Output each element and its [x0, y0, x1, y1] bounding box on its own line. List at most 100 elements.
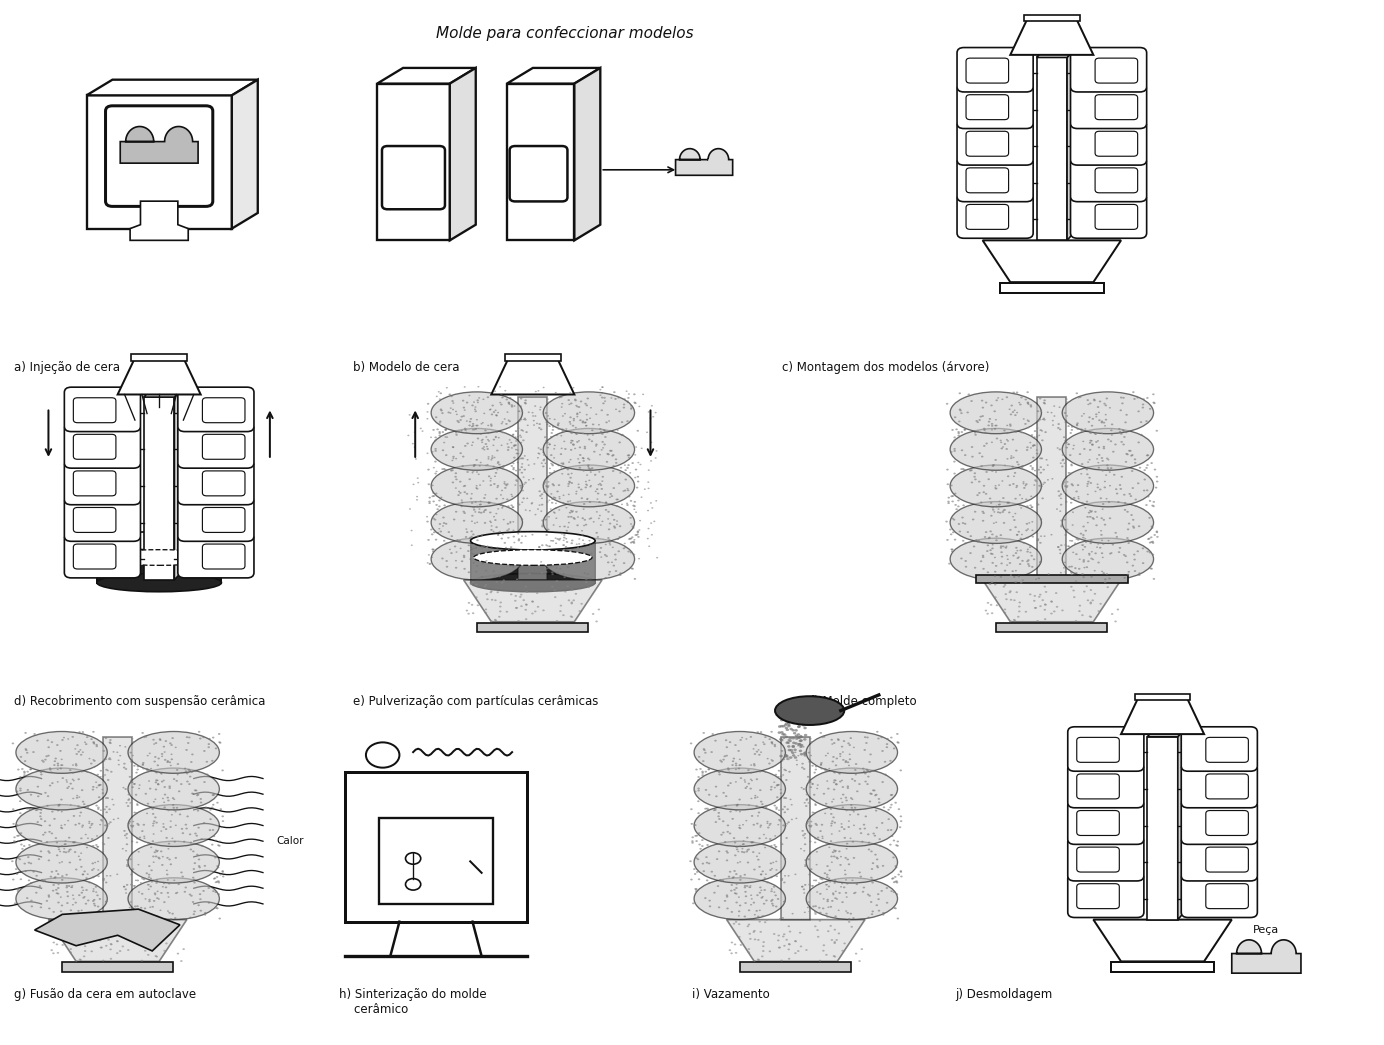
Circle shape: [97, 773, 100, 775]
Circle shape: [57, 769, 58, 770]
Circle shape: [803, 746, 804, 747]
Circle shape: [826, 874, 829, 876]
Circle shape: [24, 863, 26, 864]
Circle shape: [1063, 463, 1066, 464]
Circle shape: [443, 468, 446, 470]
Circle shape: [728, 876, 731, 878]
Circle shape: [631, 408, 632, 409]
Circle shape: [1014, 570, 1017, 572]
Circle shape: [435, 440, 436, 441]
Circle shape: [79, 749, 82, 750]
Circle shape: [822, 793, 825, 794]
Circle shape: [554, 497, 556, 498]
Circle shape: [974, 434, 977, 436]
Circle shape: [814, 911, 817, 913]
Circle shape: [1089, 511, 1092, 513]
Circle shape: [476, 506, 479, 508]
Circle shape: [877, 893, 879, 896]
Circle shape: [1104, 578, 1107, 580]
Circle shape: [545, 485, 548, 487]
Circle shape: [221, 769, 224, 771]
Circle shape: [494, 576, 497, 578]
Circle shape: [980, 560, 983, 562]
Circle shape: [429, 496, 430, 498]
Circle shape: [482, 556, 484, 558]
Circle shape: [439, 528, 440, 530]
Circle shape: [583, 458, 584, 459]
Circle shape: [184, 886, 187, 888]
Circle shape: [1082, 561, 1085, 562]
Circle shape: [93, 888, 94, 889]
Circle shape: [804, 859, 807, 861]
Circle shape: [498, 464, 501, 465]
Circle shape: [1028, 547, 1031, 548]
Circle shape: [839, 864, 841, 866]
Circle shape: [605, 577, 608, 579]
Circle shape: [963, 428, 966, 431]
Circle shape: [148, 884, 149, 885]
Circle shape: [556, 538, 559, 540]
Circle shape: [46, 805, 48, 807]
Circle shape: [580, 547, 583, 549]
Circle shape: [1082, 537, 1085, 538]
Circle shape: [476, 535, 479, 537]
Circle shape: [18, 835, 19, 837]
Circle shape: [1006, 502, 1009, 504]
Circle shape: [869, 792, 872, 794]
Circle shape: [1001, 552, 1003, 553]
Circle shape: [1017, 464, 1020, 465]
Circle shape: [430, 437, 432, 438]
Circle shape: [722, 832, 725, 834]
Circle shape: [739, 828, 742, 829]
Polygon shape: [675, 148, 732, 176]
Circle shape: [981, 556, 984, 558]
Circle shape: [812, 905, 815, 907]
Ellipse shape: [543, 502, 634, 543]
Circle shape: [900, 870, 902, 873]
Circle shape: [830, 739, 833, 741]
Circle shape: [1117, 501, 1120, 503]
Circle shape: [891, 878, 894, 880]
Circle shape: [585, 414, 588, 416]
Circle shape: [894, 876, 897, 878]
Circle shape: [873, 835, 876, 837]
Circle shape: [490, 529, 493, 531]
FancyBboxPatch shape: [73, 544, 116, 568]
Circle shape: [803, 720, 807, 722]
Circle shape: [891, 794, 893, 796]
Circle shape: [450, 469, 453, 471]
Circle shape: [497, 550, 500, 552]
Circle shape: [750, 841, 753, 843]
Circle shape: [107, 797, 109, 799]
Circle shape: [945, 402, 948, 404]
Circle shape: [890, 890, 893, 892]
Circle shape: [787, 949, 790, 950]
Circle shape: [531, 502, 533, 504]
Circle shape: [1032, 457, 1035, 459]
Circle shape: [176, 780, 179, 782]
Circle shape: [814, 771, 817, 773]
Circle shape: [573, 517, 574, 519]
Circle shape: [1147, 495, 1150, 497]
Circle shape: [614, 571, 617, 572]
Circle shape: [1034, 484, 1035, 486]
Circle shape: [853, 918, 855, 919]
Circle shape: [843, 740, 846, 742]
Circle shape: [29, 862, 32, 864]
Circle shape: [1098, 561, 1100, 563]
Circle shape: [511, 405, 513, 408]
Circle shape: [572, 443, 574, 445]
Circle shape: [55, 892, 58, 895]
Circle shape: [1012, 411, 1014, 413]
Circle shape: [98, 796, 101, 798]
Circle shape: [158, 899, 161, 900]
Circle shape: [868, 761, 871, 763]
Circle shape: [1088, 421, 1091, 423]
Circle shape: [1088, 554, 1091, 556]
Circle shape: [822, 837, 823, 839]
Circle shape: [476, 604, 479, 606]
Circle shape: [556, 424, 559, 425]
Circle shape: [588, 467, 590, 469]
Circle shape: [501, 550, 502, 552]
Circle shape: [1120, 397, 1122, 398]
